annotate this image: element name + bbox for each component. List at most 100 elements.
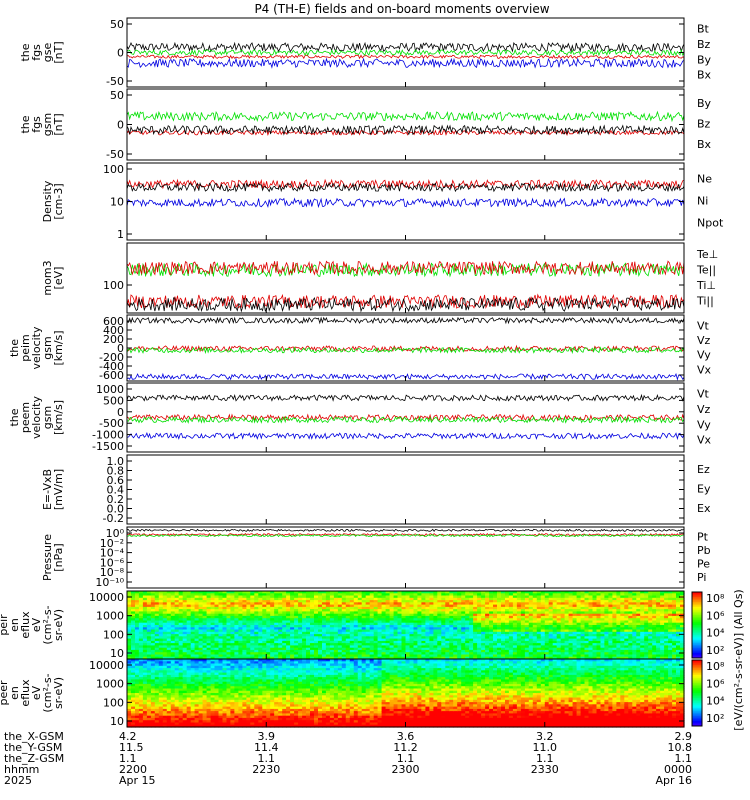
spectrogram-cell: [680, 627, 685, 631]
spectrogram-cell: [138, 636, 144, 640]
series-Pe: [126, 533, 685, 538]
spectrogram-cell: [206, 602, 212, 606]
spectrogram-cell: [302, 604, 307, 608]
spectrogram-cell: [214, 638, 220, 642]
spectrogram-cell: [154, 643, 160, 646]
spectrogram-cell: [214, 609, 220, 612]
spectrogram-cell: [668, 636, 673, 640]
spectrogram-cell: [142, 613, 148, 617]
spectrogram-cell: [190, 649, 196, 653]
spectrogram-cell: [329, 652, 335, 656]
series-Bz: [126, 54, 685, 60]
spectrogram-cell: [142, 677, 148, 680]
spectrogram-cell: [608, 597, 613, 601]
spectrogram-cell: [393, 615, 399, 619]
spectrogram-cell: [290, 645, 295, 649]
spectrogram-cell: [584, 645, 590, 649]
spectrogram-cell: [393, 645, 399, 649]
spectrogram-cell: [592, 604, 598, 608]
spectrogram-cell: [286, 625, 291, 628]
spectrogram-cell: [664, 647, 669, 651]
spectrogram-cell: [314, 625, 319, 628]
spectrogram-cell: [194, 613, 200, 617]
series-Vx: [126, 431, 685, 441]
spectrogram-cell: [274, 643, 279, 646]
spectrogram-cell: [174, 699, 180, 703]
spectrogram-cell: [242, 604, 247, 608]
spectrogram-cell: [656, 638, 661, 642]
spectrogram-cell: [652, 645, 657, 649]
spectrogram-cell: [190, 620, 196, 624]
spectrogram-cell: [135, 661, 140, 665]
spectrogram-cell: [298, 600, 303, 603]
spectrogram-cell: [608, 631, 613, 635]
spectrogram-cell: [361, 643, 367, 646]
spectrogram-cell: [218, 625, 224, 628]
spectrogram-cell: [528, 606, 534, 610]
spectrogram-cell: [640, 656, 645, 660]
spectrogram-cell: [131, 693, 136, 696]
spectrogram-cell: [178, 665, 184, 669]
spectrogram-cell: [218, 652, 224, 656]
spectrogram-cell: [218, 643, 224, 646]
spectrogram-cell: [222, 613, 228, 617]
spectrogram-cell: [222, 600, 228, 603]
spectrogram-cell: [318, 591, 323, 594]
y-tick-label: 50: [110, 89, 124, 102]
spectrogram-cell: [162, 713, 168, 717]
spectrogram-cell: [676, 593, 681, 597]
spectrogram-cell: [318, 613, 323, 617]
spectrogram-cell: [314, 597, 319, 601]
spectrogram-cell: [652, 613, 657, 617]
spectrogram-cell: [262, 606, 267, 610]
spectrogram-cell: [409, 618, 415, 622]
spectrogram-cell: [170, 597, 176, 601]
legend-Bx: Bx: [697, 138, 712, 151]
spectrogram-cell: [592, 620, 598, 624]
spectrogram-cell: [333, 629, 339, 633]
spectrogram-cell: [680, 656, 685, 660]
spectrogram-cell: [393, 640, 399, 644]
spectrogram-cell: [262, 640, 267, 644]
spectrogram-cell: [146, 595, 152, 599]
spectrogram-cell: [433, 622, 438, 626]
spectrogram-cell: [242, 634, 247, 637]
spectrogram-cell: [127, 613, 132, 617]
spectrogram-cell: [254, 613, 259, 617]
spectrogram-cell: [365, 622, 371, 626]
spectrogram-cell: [552, 647, 558, 651]
spectrogram-cell: [178, 620, 184, 624]
spectrogram-cell: [369, 638, 375, 642]
spectrogram-cell: [457, 654, 462, 658]
spectrogram-cell: [329, 631, 335, 635]
spectrogram-cell: [497, 593, 502, 597]
spectrogram-cell: [568, 618, 574, 622]
spectrogram-cell: [254, 629, 259, 633]
spectrogram-cell: [405, 643, 411, 646]
spectrogram-cell: [361, 640, 367, 644]
spectrogram-cell: [218, 595, 224, 599]
spectrogram-cell: [453, 593, 458, 597]
spectrogram-cell: [588, 645, 594, 649]
spectrogram-cell: [150, 699, 156, 703]
spectrogram-cell: [381, 634, 387, 637]
spectrogram-cell: [580, 631, 586, 635]
spectrogram-cell: [186, 654, 192, 658]
spectrogram-cell: [560, 636, 566, 640]
spectrogram-cell: [318, 649, 323, 653]
spectrogram-cell: [135, 720, 140, 724]
spectrogram-cell: [421, 636, 426, 640]
spectrogram-cell: [186, 622, 192, 626]
spectrogram-cell: [632, 611, 637, 615]
spectrogram-cell: [166, 631, 172, 635]
spectrogram-cell: [612, 654, 617, 658]
spectrogram-cell: [194, 602, 200, 606]
spectrogram-cell: [560, 597, 566, 601]
y-tick-label: 10⁰: [106, 527, 125, 540]
spectrogram-cell: [409, 622, 415, 626]
spectrogram-cell: [425, 643, 430, 646]
spectrogram-cell: [457, 634, 462, 637]
spectrogram-cell: [194, 661, 200, 665]
spectrogram-cell: [425, 631, 430, 635]
spectrogram-cell: [333, 611, 339, 615]
